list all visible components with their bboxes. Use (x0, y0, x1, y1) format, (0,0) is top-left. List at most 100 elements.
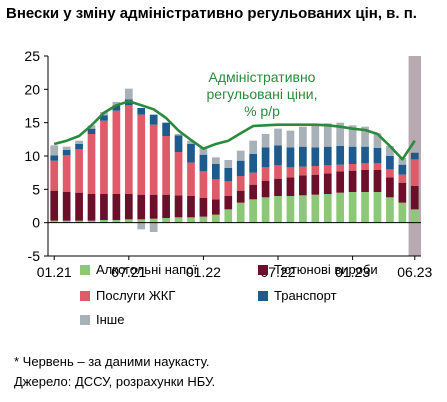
bar-segment-utilities (174, 152, 183, 196)
x-tick-label: 06.23 (397, 264, 432, 280)
bar-segment-other (348, 125, 357, 147)
bar-segment-other (224, 160, 233, 168)
bar-segment-tobacco (137, 194, 146, 220)
bar-segment-tobacco (112, 194, 121, 220)
bar-segment-utilities (410, 159, 419, 186)
legend-label-utilities: Послуги ЖКГ (96, 288, 176, 303)
source-note: Джерело: ДССУ, розрахунки НБУ. (14, 374, 216, 389)
bar-segment-utilities (236, 176, 245, 191)
bar-segment-alcohol (211, 214, 220, 223)
bar-segment-alcohol (236, 202, 245, 223)
bar-segment-utilities (187, 162, 195, 196)
x-tick-label: 07.22 (260, 264, 295, 280)
bar-segment-alcohol (162, 218, 170, 223)
legend-label-alcohol: Алкогольні напої (96, 262, 198, 277)
bar-segment-other (137, 222, 146, 230)
bar-segment-other (274, 128, 282, 146)
bar-segment-tobacco (124, 194, 133, 220)
bar-segment-alcohol (398, 202, 407, 223)
bar-segment-tobacco (249, 184, 258, 200)
bar-segment-other (174, 134, 183, 136)
bar-segment-transport (174, 135, 183, 152)
legend-item-other: Інше (80, 312, 124, 327)
bar-segment-alcohol (336, 192, 345, 223)
bar-segment-alcohol (187, 217, 195, 223)
bar-segment-tobacco (199, 198, 208, 217)
bar-segment-tobacco (410, 186, 419, 210)
bar-segment-alcohol (124, 219, 133, 223)
bar-segment-alcohol (386, 197, 394, 223)
bar-segment-alcohol (261, 197, 270, 223)
bar-segment-tobacco (348, 170, 357, 192)
bar-segment-transport (261, 147, 270, 168)
line-annotation: Адміністративно (209, 69, 316, 85)
bar-segment-utilities (149, 124, 158, 195)
bar-segment-tobacco (149, 194, 158, 219)
bar-segment-transport (274, 145, 282, 166)
bar-segment-utilities (249, 172, 258, 185)
bar-segment-tobacco (274, 178, 282, 196)
bar-segment-transport (373, 148, 382, 164)
x-tick-label: 01.21 (37, 264, 72, 280)
bar-segment-other (386, 146, 394, 156)
bar-segment-transport (410, 152, 419, 160)
bar-segment-transport (224, 168, 233, 182)
bar-segment-alcohol (323, 194, 332, 223)
bar-segment-utilities (299, 166, 307, 176)
bar-segment-utilities (124, 105, 133, 194)
bar-segment-utilities (398, 174, 407, 183)
bar-segment-transport (75, 144, 83, 150)
legend-swatch-other (80, 314, 90, 325)
bar-segment-transport (299, 146, 307, 167)
bar-segment-utilities (50, 160, 59, 191)
bar-segment-tobacco (100, 194, 108, 220)
bar-segment-utilities (162, 136, 170, 195)
bar-segment-transport (87, 128, 96, 134)
bar-segment-alcohol (348, 192, 357, 223)
bar-segment-transport (162, 122, 170, 136)
bar-segment-utilities (75, 149, 83, 193)
y-tick-label: 15 (24, 115, 40, 131)
y-tick-label: 20 (24, 81, 40, 97)
bar-segment-other (249, 140, 258, 154)
bar-segment-other (62, 146, 71, 150)
bar-segment-other (50, 145, 59, 156)
chart-title: Внески у зміну адміністративно регульова… (6, 5, 417, 22)
bar-segment-utilities (87, 134, 96, 194)
bar-segment-tobacco (386, 177, 394, 198)
bar-segment-alcohol (174, 217, 183, 223)
bar-segment-tobacco (162, 194, 170, 218)
bar-segment-other (398, 158, 407, 165)
bar-segment-alcohol (361, 192, 369, 223)
bar-segment-other (311, 124, 320, 148)
bar-segment-transport (323, 146, 332, 166)
bar-segment-tobacco (87, 194, 96, 221)
bar-segment-transport (112, 105, 121, 111)
bar-segment-other (199, 148, 208, 155)
bar-segment-utilities (224, 181, 233, 196)
bar-segment-other (361, 126, 369, 147)
bar-segment-transport (386, 156, 394, 170)
bar-segment-tobacco (62, 192, 71, 221)
bar-segment-other (373, 133, 382, 148)
bar-segment-tobacco (174, 195, 183, 218)
legend-label-other: Інше (96, 312, 125, 327)
legend-label-transport: Транспорт (274, 288, 337, 303)
bar-segment-other (261, 134, 270, 148)
bar-segment-utilities (261, 167, 270, 181)
bar-segment-alcohol (373, 192, 382, 223)
bar-segment-alcohol (149, 218, 158, 223)
bar-segment-tobacco (299, 175, 307, 196)
legend-swatch-utilities (80, 290, 90, 301)
legend-swatch-tobacco (258, 264, 268, 275)
bar-segment-transport (348, 146, 357, 164)
bar-segment-other (187, 140, 195, 144)
line-annotation: % р/р (244, 103, 280, 119)
bar-segment-transport (211, 164, 220, 180)
bar-segment-transport (286, 147, 295, 168)
bar-segment-tobacco (311, 174, 320, 195)
x-tick-label: 01.23 (335, 264, 370, 280)
bar-segment-utilities (286, 167, 295, 178)
bar-segment-utilities (373, 163, 382, 170)
